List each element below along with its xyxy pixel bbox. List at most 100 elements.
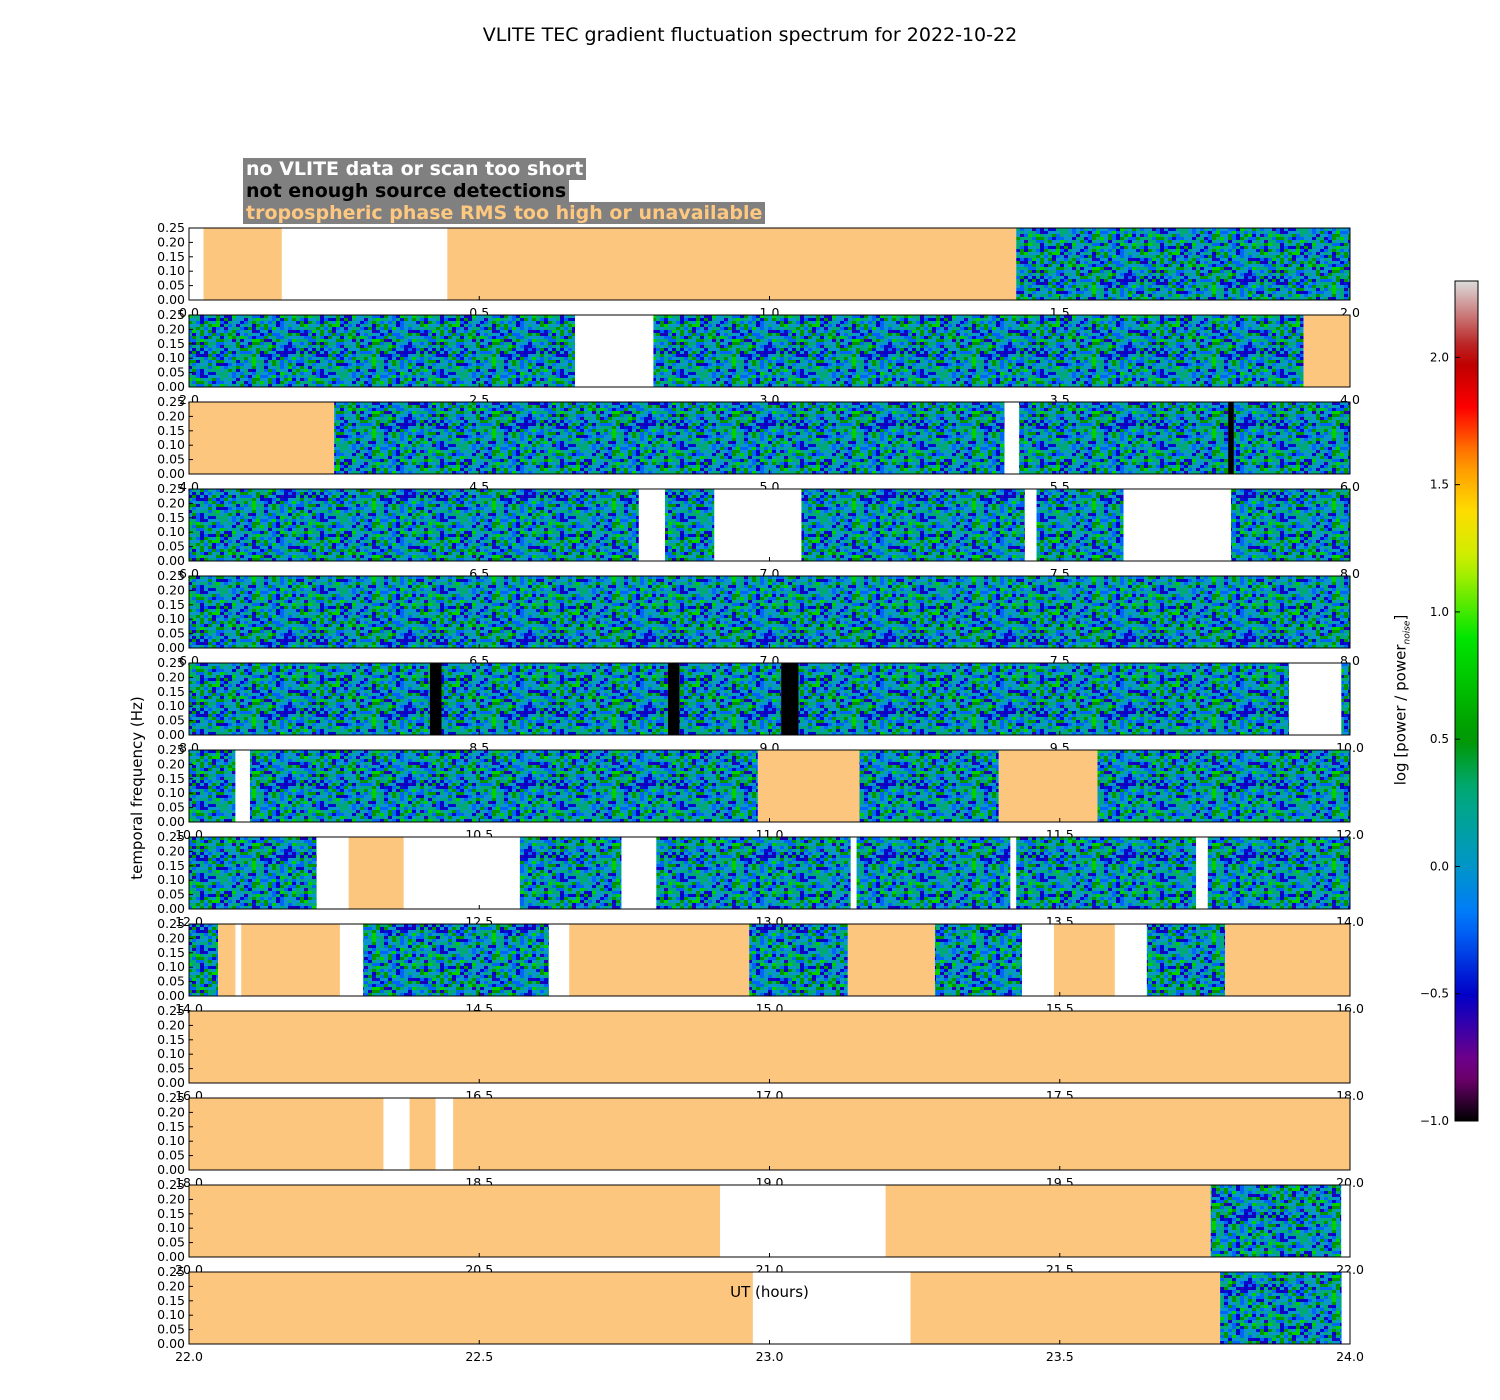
panel-3-ytick-label: 0.15	[157, 423, 185, 438]
panel-4-ytick-label: 0.15	[157, 510, 185, 525]
panel-10-ytick-label: 0.10	[157, 1046, 185, 1061]
panel-9-segment-16-orange	[1225, 924, 1350, 996]
panel-2-ytick-label: 0.25	[157, 307, 185, 322]
panel-10-ytick-label: 0.25	[157, 1003, 185, 1018]
panel-12-segment-5-white	[1341, 1185, 1350, 1257]
panel-4-ytick-label: 0.25	[157, 481, 185, 496]
panel-6-ytick-label: 0.20	[157, 669, 185, 684]
panel-8-segment-6-white	[621, 837, 657, 909]
panel-10-segment-1-orange	[189, 1011, 1350, 1083]
panel-6-segment-6-black	[781, 663, 799, 735]
panel-3-ytick-label: 0.25	[157, 394, 185, 409]
panel-2-ytick-label: 0.10	[157, 350, 185, 365]
panel-4-segment-7-data	[1036, 489, 1124, 561]
panel-3-ytick-label: 0.10	[157, 437, 185, 452]
panel-4-ytick-label: 0.20	[157, 495, 185, 510]
panel-11-ytick-label: 0.20	[157, 1104, 185, 1119]
panel-8-ytick-label: 0.05	[157, 887, 185, 902]
panel-4-ytick-label: 0.05	[157, 539, 185, 554]
panel-4-segment-2-white	[638, 489, 666, 561]
colorbar-tick-label: 0.0	[1430, 859, 1449, 873]
panel-12-segment-2-white	[720, 1185, 886, 1257]
panel-8-segment-10-white	[1010, 837, 1017, 909]
panel-13-xtick-label: 24.0	[1336, 1349, 1364, 1364]
panel-6-segment-2-black	[429, 663, 442, 735]
panel-6: 0.000.050.100.150.200.258.0 8.5 9.0 9.5 10.0	[157, 655, 1364, 755]
panel-7-ytick-label: 0.20	[157, 756, 185, 771]
panel-5-ytick-label: 0.10	[157, 611, 185, 626]
panel-11-ytick-label: 0.25	[157, 1090, 185, 1105]
panel-5-ytick-label: 0.00	[157, 640, 185, 655]
panel-13-ytick-label: 0.15	[157, 1293, 185, 1308]
panel-1-ytick-label: 0.00	[157, 292, 185, 307]
panel-7-ytick-label: 0.25	[157, 742, 185, 757]
panel-4: 0.000.050.100.150.200.256.0 6.5 7.0 7.5 8.0	[157, 481, 1360, 581]
panel-12-ytick-label: 0.05	[157, 1235, 185, 1250]
panel-9-segment-12-white	[1022, 924, 1054, 996]
panel-6-segment-7-data	[798, 663, 1290, 735]
panel-13-ytick-label: 0.25	[157, 1264, 185, 1279]
panel-10-ytick-label: 0.20	[157, 1017, 185, 1032]
panel-11-ytick-label: 0.10	[157, 1133, 185, 1148]
panel-4-segment-6-white	[1024, 489, 1037, 561]
panel-1: 0.000.050.100.150.200.250.0 0.5 1.0 1.5 2.0	[157, 220, 1360, 320]
panel-1-segment-5-data	[1016, 228, 1350, 300]
panel-6-ytick-label: 0.05	[157, 713, 185, 728]
panel-2-ytick-label: 0.15	[157, 336, 185, 351]
panel-8-ytick-label: 0.00	[157, 901, 185, 916]
panel-2-segment-2-white	[575, 315, 654, 387]
panel-1-ytick-label: 0.10	[157, 263, 185, 278]
panel-8-segment-7-data	[656, 837, 851, 909]
panel-3-segment-3-white	[1004, 402, 1020, 474]
panel-11-ytick-label: 0.05	[157, 1148, 185, 1163]
panel-13-segment-5-white	[1341, 1272, 1350, 1344]
panel-6-ytick-label: 0.25	[157, 655, 185, 670]
panel-5-ytick-label: 0.15	[157, 597, 185, 612]
colorbar-tick-label: −1.0	[1420, 1114, 1449, 1128]
panel-12-ytick-label: 0.20	[157, 1191, 185, 1206]
panel-8-ytick-label: 0.15	[157, 858, 185, 873]
panel-7-ytick-label: 0.10	[157, 785, 185, 800]
panel-4-ytick-label: 0.10	[157, 524, 185, 539]
panel-5-segment-1-data	[189, 576, 1350, 648]
panel-12-segment-3-orange	[885, 1185, 1211, 1257]
panel-9-segment-6-data	[363, 924, 549, 996]
panel-8-segment-12-white	[1196, 837, 1208, 909]
panel-7-ytick-label: 0.00	[157, 814, 185, 829]
panel-9-segment-9-data	[749, 924, 848, 996]
panel-4-ytick-label: 0.00	[157, 553, 185, 568]
panel-1-ytick-label: 0.25	[157, 220, 185, 235]
panel-13-xtick-label: 23.0	[756, 1349, 784, 1364]
colorbar-bar	[1454, 280, 1479, 1122]
panel-4-segment-5-data	[801, 489, 1025, 561]
panel-8-segment-8-white	[850, 837, 857, 909]
panel-4-segment-8-white	[1123, 489, 1231, 561]
panel-13-ytick-label: 0.00	[157, 1336, 185, 1351]
panel-5-ytick-label: 0.20	[157, 582, 185, 597]
panel-3-ytick-label: 0.05	[157, 452, 185, 467]
panel-13-segment-1-orange	[189, 1272, 753, 1344]
legend-no-data: no VLITE data or scan too short	[243, 158, 587, 180]
panel-2-ytick-label: 0.20	[157, 321, 185, 336]
panel-1-segment-1-white	[189, 228, 204, 300]
panel-7-ytick-label: 0.15	[157, 771, 185, 786]
panel-1-segment-2-orange	[203, 228, 282, 300]
colorbar-tick-label: 1.5	[1430, 478, 1449, 492]
panel-13-ytick-label: 0.05	[157, 1322, 185, 1337]
panel-9-segment-2-orange	[218, 924, 236, 996]
panel-13-ytick-label: 0.10	[157, 1307, 185, 1322]
panel-12-segment-4-data	[1210, 1185, 1342, 1257]
panel-1-ytick-label: 0.15	[157, 249, 185, 264]
panel-7-segment-4-orange	[757, 750, 860, 822]
panel-1-ytick-label: 0.20	[157, 234, 185, 249]
panel-13-xtick-label: 22.0	[175, 1349, 203, 1364]
panel-4-segment-4-white	[714, 489, 802, 561]
colorbar-tick-label: 0.5	[1430, 732, 1449, 746]
panel-6-segment-3-data	[441, 663, 668, 735]
panel-7-segment-1-data	[189, 750, 236, 822]
panel-3-ytick-label: 0.00	[157, 466, 185, 481]
